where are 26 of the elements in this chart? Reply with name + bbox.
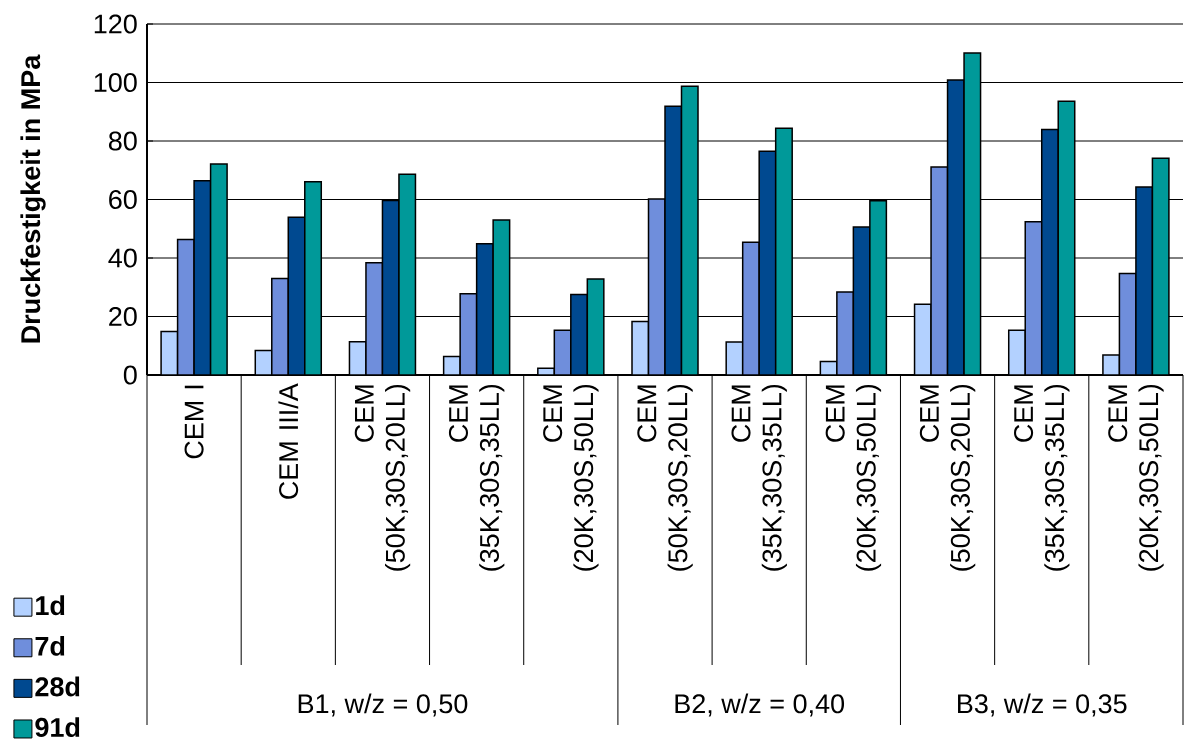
y-tick-label: 60 [109, 189, 137, 210]
x-tick-label: CEM (20K,30S,50LL) [825, 384, 882, 571]
y-tick-label: 20 [109, 306, 137, 327]
y-tick-label: 40 [108, 248, 137, 268]
x-tick-label: CEM (35K,30S,35LL) [1014, 384, 1070, 571]
x-tick-label: CEM (35K,30S,35LL) [448, 384, 505, 571]
legend-label: 91d [35, 717, 80, 737]
legend-label: 7d [35, 635, 65, 656]
x-tick-label: CEM (20K,30S,50LL) [543, 384, 599, 571]
x-tick-label: CEM I [184, 385, 204, 459]
x-tick-label: CEM (35K,30S,35LL) [731, 384, 787, 571]
y-axis-title: Druckfestigkeit in MPa [20, 54, 46, 343]
y-tick-label: 120 [94, 14, 137, 34]
text: B2, w/z = 0,40 [675, 693, 845, 717]
legend-label: 1d [36, 595, 65, 616]
text: B1, w/z = 0,50 [298, 693, 468, 717]
x-tick-label: CEM III/A [278, 383, 299, 499]
y-tick-label: 80 [108, 131, 137, 151]
x-tick-label: CEM (50K,30S,20LL) [637, 384, 693, 571]
y-tick-label: 100 [94, 72, 137, 93]
x-tick-label: CEM (20K,30S,50LL) [1108, 384, 1164, 571]
x-tick-label: CEM (50K,30S,20LL) [919, 384, 976, 571]
x-tick-label: CEM (50K,30S,20LL) [354, 384, 411, 571]
text: B3, w/z = 0,35 [958, 693, 1127, 717]
y-tick-label: 0 [123, 365, 137, 385]
legend-label: 28d [35, 676, 80, 697]
